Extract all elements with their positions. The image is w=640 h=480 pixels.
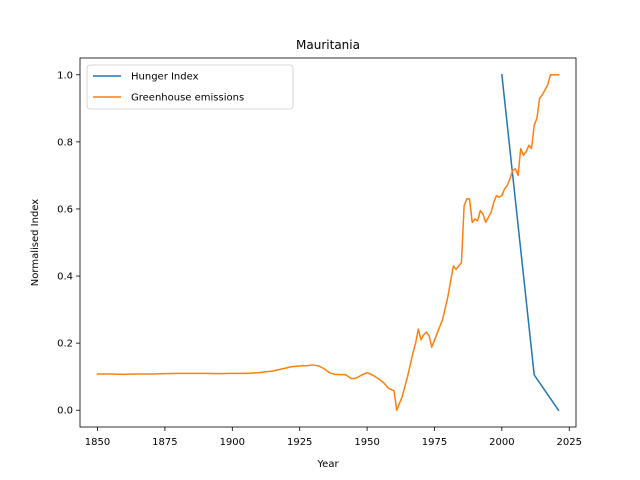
x-axis: 1850 1875 1900 1925 1950 1975 2000 2025 bbox=[85, 427, 582, 448]
y-tick-label: 0.4 bbox=[57, 272, 73, 283]
x-tick-label: 1950 bbox=[354, 437, 379, 448]
series-line-1 bbox=[96, 74, 560, 411]
chart-title: Mauritania bbox=[296, 38, 360, 52]
series-line-0 bbox=[501, 73, 560, 412]
legend-box bbox=[86, 64, 294, 110]
x-tick-label: 1975 bbox=[422, 437, 447, 448]
legend-label-0: Hunger Index bbox=[131, 72, 199, 83]
y-tick-label: 0.0 bbox=[57, 406, 73, 417]
x-tick-label: 1900 bbox=[220, 437, 245, 448]
y-tick-label: 0.8 bbox=[57, 137, 73, 148]
legend: Hunger Index Greenhouse emissions bbox=[86, 64, 294, 110]
y-axis-label: Normalised Index bbox=[30, 199, 41, 286]
legend-label-1: Greenhouse emissions bbox=[131, 93, 244, 104]
x-tick-label: 1925 bbox=[287, 437, 312, 448]
x-tick-label: 2000 bbox=[489, 437, 514, 448]
x-axis-label: Year bbox=[316, 459, 339, 470]
y-tick-label: 1.0 bbox=[57, 70, 73, 81]
y-tick-label: 0.6 bbox=[57, 204, 73, 215]
x-tick-label: 1875 bbox=[152, 437, 177, 448]
x-tick-label: 1850 bbox=[85, 437, 110, 448]
y-tick-label: 0.2 bbox=[57, 339, 73, 350]
plot-frame bbox=[79, 57, 577, 428]
series-layer bbox=[96, 73, 560, 412]
x-tick-label: 2025 bbox=[557, 437, 582, 448]
y-axis: 0.0 0.2 0.4 0.6 0.8 1.0 bbox=[57, 70, 80, 417]
